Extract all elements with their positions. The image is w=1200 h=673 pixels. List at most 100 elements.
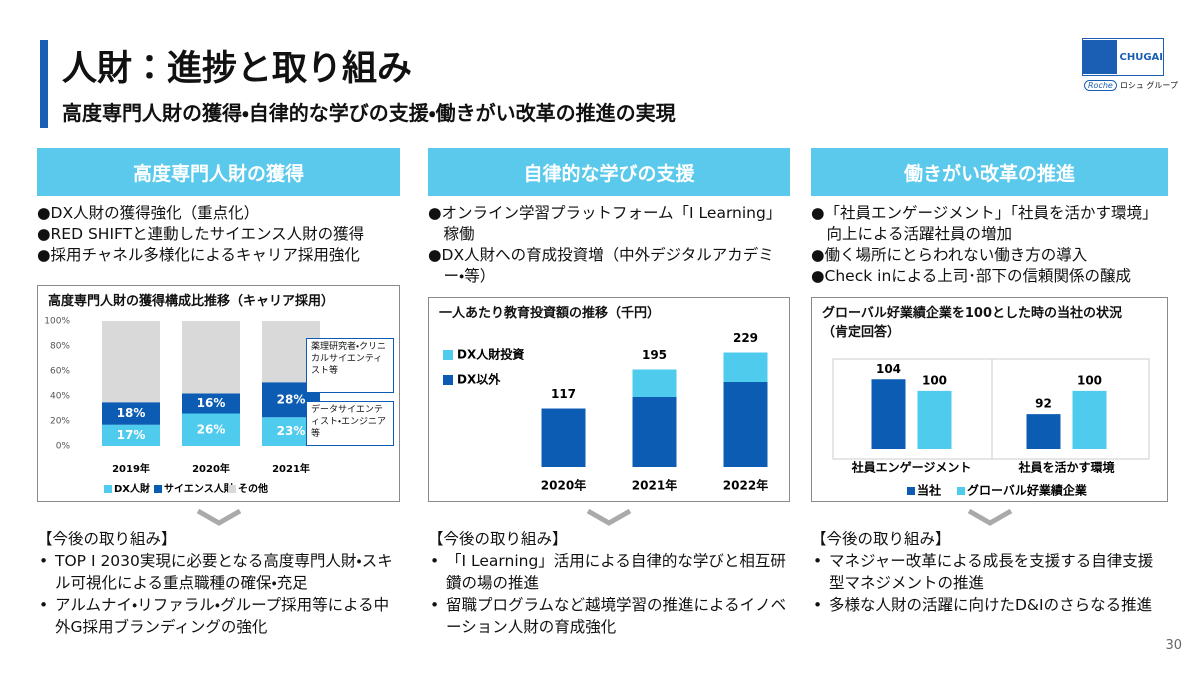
bullet: ●Check inによる上司･部下の信頼関係の醸成 <box>811 267 1132 285</box>
y-tick-label: 60% <box>50 367 70 377</box>
column-heading: 働きがい改革の推進 <box>811 148 1168 196</box>
y-tick-label: 80% <box>50 342 70 352</box>
plot-frame <box>832 358 1150 460</box>
bar <box>632 397 677 467</box>
title: 人財：進捗と取り組み <box>62 49 413 89</box>
future-item: TOP I 2030実現に必要となる高度専門人財・スキル可視化による重点職種の確… <box>37 550 400 594</box>
bullet: ●働く場所にとらわれない働き方の導入 <box>811 246 1088 264</box>
bar <box>182 413 240 446</box>
chart-title: 一人あたり教育投資額の推移（千円） <box>439 306 661 321</box>
legend-label: 当社 <box>917 483 941 498</box>
chart: 0% 20% 40% 60% 80% 100% 2019年 17% 18% 2020年 26% 16%… <box>44 317 320 495</box>
group-text: ロシュ グループ <box>1119 81 1178 90</box>
future-list: 【今後の取り組み】 TOP I 2030実現に必要となる高度専門人財・スキル可視化… <box>37 528 400 638</box>
bar <box>632 369 677 397</box>
subtitle: 高度専門人財の獲得・自律的な学びの支援・働きがい改革の推進の実現 <box>62 101 676 125</box>
bar <box>723 352 768 382</box>
x-tick-label: 2022年 <box>723 478 768 493</box>
legend-swatch <box>443 350 453 360</box>
legend-swatch <box>907 487 915 495</box>
y-tick-label: 100% <box>44 317 70 327</box>
bar <box>723 382 768 467</box>
chevron <box>967 508 1012 526</box>
x-tick-label: 社員を活かす環境 <box>1017 460 1114 475</box>
logo-group: Roche ロシュ グループ <box>1084 80 1178 91</box>
value-label: 100 <box>1077 373 1102 387</box>
legend-swatch <box>154 485 162 493</box>
legend-label: DX人財投資 <box>457 347 524 362</box>
logo-brand: CHUGAI <box>1119 51 1164 63</box>
value-label: 26% <box>197 422 226 436</box>
legend-label: その他 <box>238 482 268 495</box>
chart-box: 一人あたり教育投資額の推移（千円） 2020年 117 2021年 195 2022年 22… <box>428 297 790 502</box>
chart-title: グローバル好業績企業を100とした時の当社の状況（肯定回答） <box>822 306 1123 340</box>
total-label: 117 <box>551 387 576 401</box>
x-tick-label: 2021年 <box>632 478 677 493</box>
bar <box>182 393 240 414</box>
chevron-shape <box>967 508 1012 526</box>
value-label: 16% <box>197 396 226 410</box>
column-heading: 自律的な学びの支援 <box>428 148 790 196</box>
future-list: 【今後の取り組み】マネジャー改革による成長を支援する自律支援型マネジメントの推進… <box>811 528 1168 616</box>
y-tick-label: 0% <box>56 442 71 452</box>
chart-box: グローバル好業績企業を100とした時の当社の状況（肯定回答） 社員エンゲージメント… <box>811 297 1168 502</box>
future-item: マネジャー改革による成長を支援する自律支援型マネジメントの推進 <box>811 550 1168 594</box>
total-label: 195 <box>642 348 667 362</box>
bar <box>1072 390 1107 449</box>
future-heading: 【今後の取り組み】 <box>37 530 177 548</box>
legend-swatch <box>957 487 965 495</box>
annotation: 薬理研究者・クリニカルサイエンティスト等 <box>306 338 394 393</box>
chevron <box>586 508 632 526</box>
bar <box>102 321 160 403</box>
value-label: 100 <box>922 373 947 387</box>
legend-label: サイエンス人財 <box>164 482 234 495</box>
legend-label: グローバル好業績企業 <box>967 483 1088 498</box>
value-label: 104 <box>876 362 901 376</box>
x-tick-label: 社員エンゲージメント <box>851 460 972 475</box>
chart-title: 高度専門人財の獲得構成比推移（キャリア採用） <box>48 294 335 309</box>
chevron <box>196 508 241 526</box>
logo-icon <box>1083 40 1117 74</box>
bullet: ●採用チャネル多様化によるキャリア採用強化 <box>37 246 360 264</box>
y-tick-label: 40% <box>50 392 70 402</box>
page-number: 30 <box>1165 638 1182 653</box>
future-item: 「I Learning」活用による自律的な学びと相互研鑽の場の推進 <box>428 550 790 594</box>
future-list: 【今後の取り組み】「I Learning」活用による自律的な学びと相互研鑽の場の… <box>428 528 790 638</box>
bar <box>102 402 160 425</box>
future-item: 留職プログラムなど越境学習の推進によるイノベーション人財の育成強化 <box>428 594 790 638</box>
bar <box>871 379 906 449</box>
column-heading: 高度専門人財の獲得 <box>37 148 400 196</box>
bullet: ●オンライン学習プラットフォーム「I Learning」稼働 <box>428 204 782 243</box>
annotation: データサイエンティスト・エンジニア等 <box>306 401 394 446</box>
x-tick-label: 2020年 <box>541 478 586 493</box>
bar <box>917 390 952 449</box>
future-heading: 【今後の取り組み】 <box>428 530 568 548</box>
value-label: 23% <box>277 424 306 438</box>
value-label: 18% <box>117 406 146 420</box>
value-label: 92 <box>1035 397 1052 411</box>
x-tick-label: 2021年 <box>272 462 310 475</box>
chevron-shape <box>196 508 241 526</box>
future-heading: 【今後の取り組み】 <box>811 530 951 548</box>
bullet-list: ●オンライン学習プラットフォーム「I Learning」稼働 ●DX人財への育成投… <box>428 203 790 287</box>
bar <box>182 321 240 394</box>
total-label: 229 <box>733 331 758 345</box>
y-tick-label: 20% <box>50 417 70 427</box>
bar <box>541 408 586 467</box>
bar <box>1026 414 1061 449</box>
legend-label: DX以外 <box>457 372 501 387</box>
future-item: 多様な人財の活躍に向けたD&Iのさらなる推進 <box>811 594 1168 616</box>
chart: 社員エンゲージメント 104 100 社員を活かす環境 92 100 当社 グローバル好業績企… <box>832 358 1150 498</box>
bullet: ●RED SHIFTと連動したサイエンス人財の獲得 <box>37 225 365 243</box>
value-label: 17% <box>117 428 146 442</box>
chevron-shape <box>586 508 632 526</box>
legend-swatch <box>104 485 112 493</box>
legend-swatch <box>443 375 453 385</box>
bar <box>102 424 160 446</box>
bullet-list: ●「社員エンゲージメント」「社員を活かす環境」向上による活躍社員の増加 ●働く場所… <box>811 203 1168 287</box>
bullet: ●「社員エンゲージメント」「社員を活かす環境」向上による活躍社員の増加 <box>811 204 1158 243</box>
bullet: ●DX人財への育成投資増（中外デジタルアカデミー・等） <box>428 246 774 285</box>
future-item: アルムナイ・リファラル・グループ採用等による中外G採用ブランディングの強化 <box>37 594 400 638</box>
